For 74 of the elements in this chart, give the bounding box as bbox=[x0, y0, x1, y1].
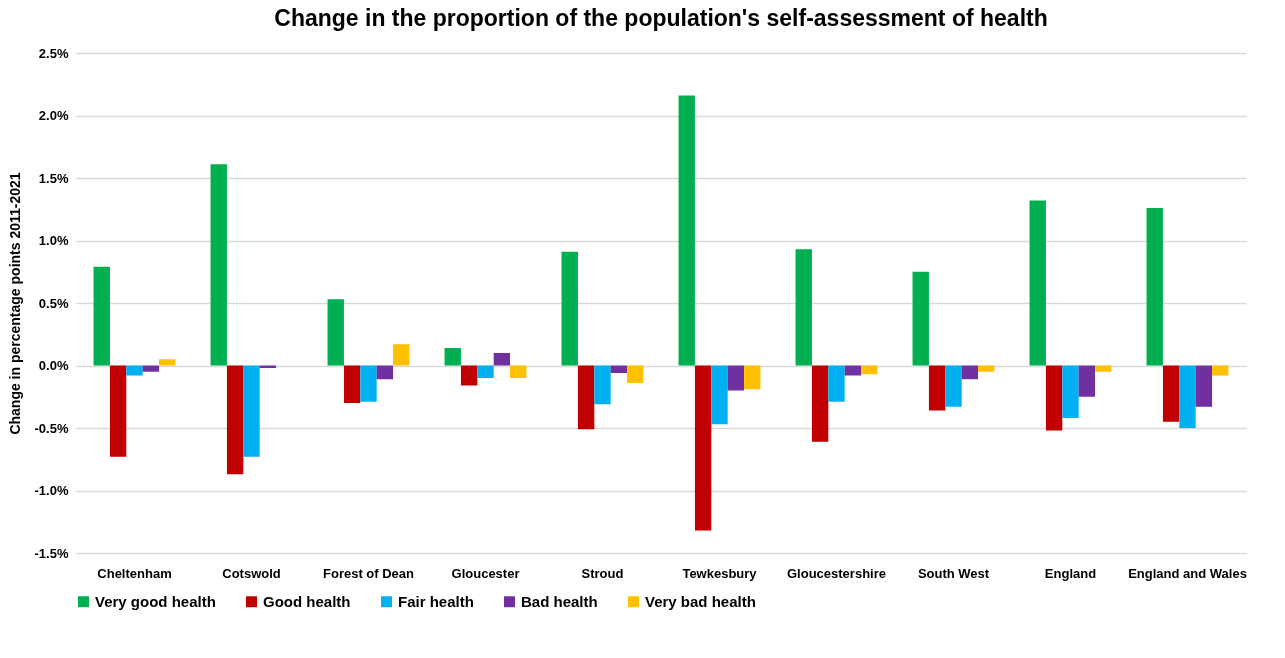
x-tick-label: Cotswold bbox=[222, 565, 281, 581]
x-tick-label: South West bbox=[917, 565, 990, 581]
bar bbox=[444, 348, 461, 366]
legend-label: Good health bbox=[263, 592, 351, 610]
x-tick-label: Cheltenham bbox=[97, 565, 172, 581]
bar bbox=[210, 164, 227, 366]
bar bbox=[1029, 200, 1046, 366]
legend-label: Bad health bbox=[521, 592, 598, 610]
bar bbox=[861, 365, 878, 375]
bar bbox=[978, 365, 995, 372]
bar bbox=[159, 359, 176, 366]
bar bbox=[627, 365, 644, 383]
y-tick-label: 1.5% bbox=[38, 170, 69, 186]
bar bbox=[243, 365, 260, 457]
bar bbox=[561, 251, 578, 366]
bar bbox=[945, 365, 962, 407]
bar bbox=[694, 365, 712, 531]
bar bbox=[811, 365, 829, 442]
legend-label: Very bad health bbox=[645, 592, 756, 610]
bar bbox=[577, 365, 595, 430]
x-tick-label: England and Wales bbox=[1128, 565, 1247, 581]
x-tick-label: Tewkesbury bbox=[682, 565, 758, 581]
bar bbox=[1162, 365, 1180, 422]
y-tick-label: -1.5% bbox=[34, 545, 69, 561]
x-tick-label: Gloucester bbox=[451, 565, 520, 581]
bar bbox=[1095, 365, 1112, 372]
bar bbox=[226, 365, 244, 475]
bar bbox=[1045, 365, 1063, 431]
y-tick-label: 2.0% bbox=[38, 108, 69, 123]
bar bbox=[961, 365, 979, 380]
bar bbox=[93, 266, 110, 366]
y-tick-label: -1.0% bbox=[34, 483, 69, 498]
legend-label: Very good health bbox=[95, 592, 216, 610]
bar bbox=[1062, 365, 1079, 418]
bar bbox=[594, 365, 611, 405]
bar bbox=[360, 365, 377, 402]
bar bbox=[1212, 365, 1229, 376]
bar bbox=[393, 344, 410, 366]
bar bbox=[912, 271, 929, 366]
bar bbox=[928, 365, 946, 411]
bar bbox=[1078, 365, 1096, 397]
y-axis-title: Change in percentage points 2011-2021 bbox=[6, 172, 23, 435]
legend-label: Fair health bbox=[398, 592, 474, 610]
bar bbox=[327, 299, 344, 366]
bar bbox=[1146, 208, 1163, 366]
x-tick-label: England bbox=[1044, 565, 1097, 581]
bar bbox=[828, 365, 845, 402]
bar bbox=[510, 365, 527, 378]
bar bbox=[493, 353, 511, 366]
y-tick-label: 2.5% bbox=[38, 45, 69, 61]
bar bbox=[142, 365, 160, 372]
bar bbox=[610, 365, 628, 373]
x-tick-label: Stroud bbox=[581, 565, 624, 581]
bar bbox=[711, 365, 728, 425]
bar bbox=[795, 249, 812, 366]
x-tick-label: Gloucestershire bbox=[787, 565, 886, 581]
bar bbox=[1195, 365, 1213, 407]
chart-title: Change in the proportion of the population's self-assessment of health bbox=[274, 5, 1048, 31]
bar bbox=[343, 365, 361, 403]
bar bbox=[678, 95, 695, 366]
y-tick-label: 0.5% bbox=[38, 295, 69, 311]
y-tick-label: 1.0% bbox=[38, 233, 69, 248]
x-tick-label: Forest of Dean bbox=[322, 565, 415, 581]
bar bbox=[460, 365, 478, 386]
bar bbox=[109, 365, 127, 457]
bar bbox=[727, 365, 745, 391]
y-tick-label: 0.0% bbox=[38, 358, 69, 373]
bar bbox=[126, 365, 143, 376]
bar bbox=[844, 365, 862, 376]
bar bbox=[477, 365, 494, 378]
y-tick-label: -0.5% bbox=[34, 420, 69, 436]
bar bbox=[744, 365, 761, 390]
bar bbox=[1179, 365, 1196, 428]
bar bbox=[376, 365, 394, 380]
